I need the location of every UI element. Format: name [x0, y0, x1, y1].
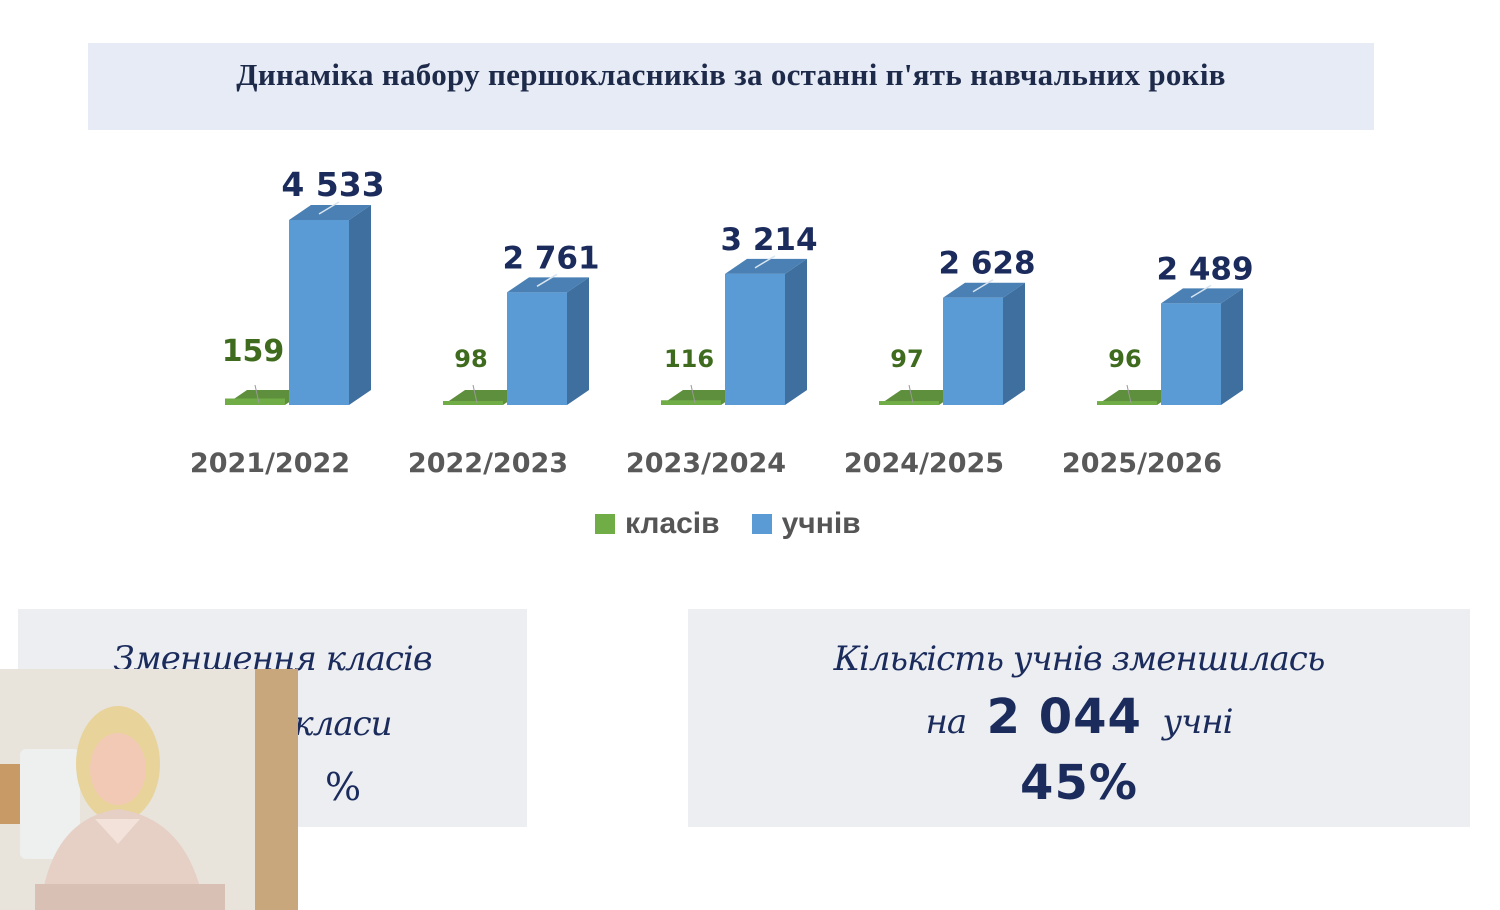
- bar-students-side: [567, 277, 589, 405]
- value-label-students: 3 214: [720, 222, 817, 258]
- enrollment-bar-chart: 4 533 159 2021/2022 2 761 98 2022/2023 3 214 11…: [190, 165, 1254, 479]
- bar-students-top: [1161, 288, 1243, 304]
- bar-students: [943, 297, 1003, 405]
- label-leader-students: [972, 279, 994, 293]
- students-decrease-prefix: на: [925, 702, 967, 742]
- value-label-students: 2 489: [1156, 251, 1253, 287]
- chart-legend: класів учнів: [595, 506, 881, 542]
- legend-swatch-students: [751, 514, 772, 534]
- value-label-classes: 97: [890, 345, 923, 373]
- title-banner: Динаміка набору першокласників за останн…: [88, 43, 1374, 130]
- bar-students-side: [1003, 282, 1025, 405]
- category-label: 2023/2024: [626, 448, 786, 479]
- bar-students-side: [1221, 288, 1243, 405]
- category-label: 2021/2022: [190, 448, 350, 479]
- bar-students-side: [349, 205, 371, 405]
- category-label: 2024/2025: [844, 448, 1004, 479]
- legend-label-classes: класів: [625, 507, 720, 540]
- value-label-classes: 96: [1108, 345, 1141, 373]
- bar-classes: [225, 398, 285, 405]
- legend-item-students: учнів: [751, 507, 861, 541]
- label-leader-classes: [472, 384, 478, 404]
- bar-classes: [661, 400, 721, 405]
- label-leader-classes: [1126, 384, 1132, 404]
- students-decrease-number: 2 044: [986, 689, 1142, 745]
- legend-label-students: учнів: [781, 507, 861, 540]
- label-leader-classes: [690, 384, 696, 404]
- presenter-image: [0, 669, 298, 910]
- bar-students: [289, 220, 349, 405]
- value-label-classes: 98: [454, 345, 487, 373]
- students-decrease-box: Кількість учнів зменшилась на 2 044 учні…: [688, 609, 1470, 827]
- students-decrease-amount-row: на 2 044 учні: [688, 689, 1470, 745]
- bar-classes: [443, 401, 503, 405]
- students-decrease-heading: Кількість учнів зменшилась: [833, 639, 1326, 679]
- bar-classes: [1097, 401, 1157, 405]
- slide-title: Динаміка набору першокласників за останн…: [236, 57, 1226, 92]
- bar-students-top: [725, 258, 807, 274]
- value-label-students: 4 533: [281, 165, 384, 204]
- label-leader-students: [318, 201, 340, 215]
- label-leader-classes: [908, 384, 914, 404]
- bar-classes: [879, 401, 939, 405]
- legend-item-classes: класів: [595, 507, 720, 541]
- legend-swatch-classes: [595, 514, 615, 534]
- bar-students: [725, 273, 785, 405]
- label-leader-students: [1190, 284, 1212, 299]
- bar-students-top: [507, 277, 589, 293]
- category-label: 2025/2026: [1062, 448, 1222, 479]
- value-label-students: 2 761: [502, 240, 599, 276]
- value-label-classes: 116: [664, 345, 714, 373]
- students-decrease-suffix: учні: [1162, 702, 1233, 742]
- category-label: 2022/2023: [408, 448, 568, 479]
- label-leader-classes: [254, 384, 260, 404]
- bar-students: [1161, 303, 1221, 405]
- students-decrease-percent: 45%: [1020, 755, 1138, 811]
- bar-students-top: [943, 282, 1025, 298]
- value-label-classes: 159: [222, 334, 285, 369]
- label-leader-students: [754, 255, 776, 269]
- bar-students-side: [785, 258, 807, 405]
- bar-students-top: [289, 205, 371, 220]
- label-leader-students: [536, 273, 558, 287]
- classes-decrease-unit: класи: [293, 704, 392, 744]
- bar-students: [507, 292, 567, 405]
- value-label-students: 2 628: [938, 246, 1035, 282]
- classes-decrease-percent: %: [324, 765, 361, 809]
- presenter-video-thumbnail: [0, 669, 298, 910]
